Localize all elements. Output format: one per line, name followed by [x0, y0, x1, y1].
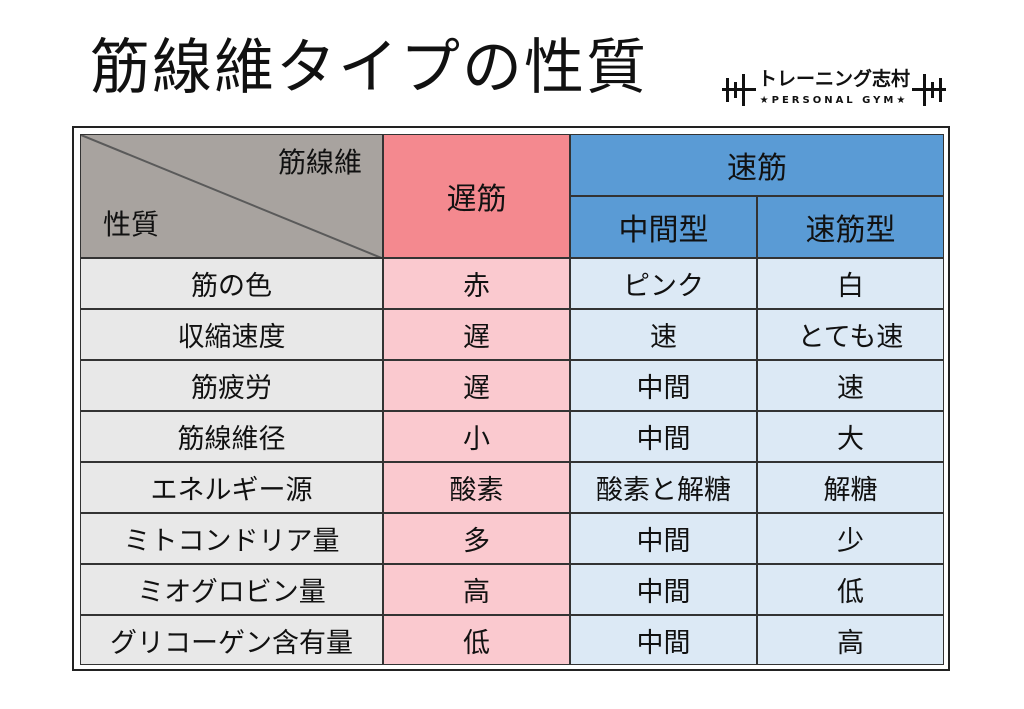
barbell-plate-icon — [742, 74, 745, 106]
row-intermediate-value: 速 — [570, 309, 757, 360]
gym-logo: トレーニング志村 ★PERSONAL GYM★ — [722, 66, 946, 110]
row-slow-value: 低 — [383, 615, 570, 665]
barbell-plate-icon — [734, 82, 737, 98]
row-property: 筋線維径 — [80, 411, 383, 462]
row-property: 筋疲労 — [80, 360, 383, 411]
barbell-plate-icon — [923, 74, 926, 106]
fast-twitch-header: 速筋 — [570, 134, 944, 196]
logo-tagline: ★PERSONAL GYM★ — [756, 94, 912, 108]
row-property: 収縮速度 — [80, 309, 383, 360]
row-property: エネルギー源 — [80, 462, 383, 513]
row-property: ミトコンドリア量 — [80, 513, 383, 564]
row-property: ミオグロビン量 — [80, 564, 383, 615]
row-intermediate-value: 中間 — [570, 513, 757, 564]
barbell-plate-icon — [726, 78, 729, 102]
row-intermediate-value: 酸素と解糖 — [570, 462, 757, 513]
row-fast-value: 解糖 — [757, 462, 944, 513]
row-property: 筋の色 — [80, 258, 383, 309]
intermediate-header: 中間型 — [570, 196, 757, 258]
row-intermediate-value: 中間 — [570, 615, 757, 665]
row-slow-value: 酸素 — [383, 462, 570, 513]
row-intermediate-value: 中間 — [570, 411, 757, 462]
row-slow-value: 高 — [383, 564, 570, 615]
row-intermediate-value: 中間 — [570, 564, 757, 615]
corner-label-property: 性質 — [103, 208, 160, 241]
row-slow-value: 多 — [383, 513, 570, 564]
page-title: 筋線維タイプの性質 — [90, 33, 648, 103]
row-fast-value: 少 — [757, 513, 944, 564]
corner-header: 筋線維 性質 — [80, 134, 383, 258]
row-fast-value: 大 — [757, 411, 944, 462]
row-intermediate-value: 中間 — [570, 360, 757, 411]
logo-name: トレーニング志村 — [756, 66, 912, 92]
row-fast-value: 速 — [757, 360, 944, 411]
slow-twitch-header: 遅筋 — [383, 134, 570, 258]
row-slow-value: 小 — [383, 411, 570, 462]
row-fast-value: とても速 — [757, 309, 944, 360]
row-slow-value: 赤 — [383, 258, 570, 309]
diagonal-divider — [81, 135, 382, 257]
barbell-plate-icon — [931, 82, 934, 98]
row-intermediate-value: ピンク — [570, 258, 757, 309]
row-fast-value: 高 — [757, 615, 944, 665]
row-slow-value: 遅 — [383, 309, 570, 360]
fast-type-header: 速筋型 — [757, 196, 944, 258]
row-slow-value: 遅 — [383, 360, 570, 411]
row-fast-value: 低 — [757, 564, 944, 615]
fiber-type-table: 筋線維 性質 遅筋 速筋 中間型 速筋型 筋の色 赤 ピンク 白 収縮速度 遅 … — [72, 126, 950, 671]
row-property: グリコーゲン含有量 — [80, 615, 383, 665]
row-fast-value: 白 — [757, 258, 944, 309]
barbell-plate-icon — [939, 78, 942, 102]
corner-label-fiber: 筋線維 — [277, 146, 362, 179]
